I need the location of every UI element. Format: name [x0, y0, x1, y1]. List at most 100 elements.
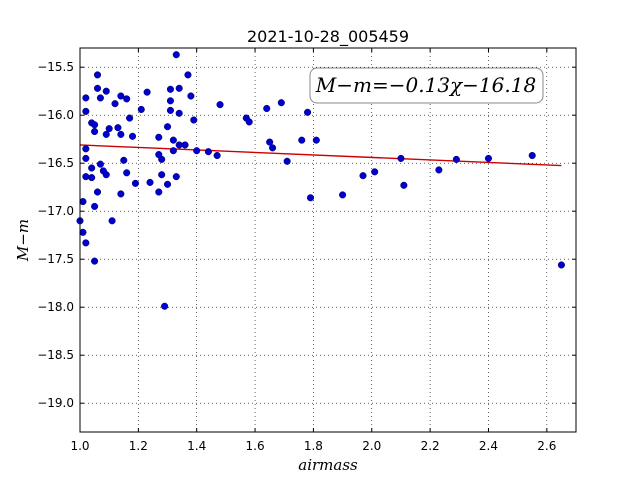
x-tick-label: 1.0 — [70, 439, 89, 453]
data-point — [312, 136, 320, 144]
data-point — [102, 130, 110, 138]
data-point — [304, 108, 312, 116]
data-point — [93, 71, 102, 79]
data-point — [88, 174, 96, 182]
x-tick-label: 1.2 — [129, 439, 148, 453]
data-point — [277, 99, 285, 107]
data-point — [146, 178, 154, 186]
data-point — [114, 124, 122, 132]
data-point — [82, 145, 90, 153]
data-point — [105, 125, 113, 133]
data-point — [557, 261, 565, 269]
data-point — [117, 92, 125, 100]
data-point — [484, 154, 493, 162]
data-point — [155, 133, 163, 141]
annotation-text: M−m=−0.13χ−16.18 — [315, 73, 536, 97]
data-point — [298, 136, 306, 144]
data-point — [82, 239, 90, 247]
data-point — [155, 188, 163, 196]
data-point — [166, 106, 174, 114]
data-point — [339, 191, 347, 199]
data-point — [91, 202, 99, 210]
data-point — [216, 101, 224, 109]
data-point — [163, 180, 172, 188]
x-tick-labels: 1.0 1.2 1.4 1.6 1.8 2.0 2.2 2.4 2.6 — [70, 439, 556, 453]
data-point — [82, 154, 90, 162]
data-point — [266, 138, 274, 146]
data-point — [102, 87, 110, 95]
x-tick-label: 2.2 — [421, 439, 440, 453]
data-point — [166, 85, 174, 93]
data-point — [245, 118, 253, 126]
data-point — [143, 88, 151, 96]
data-point — [187, 92, 195, 100]
data-point — [166, 97, 174, 105]
data-point — [193, 147, 201, 155]
x-tick-label: 2.4 — [479, 439, 498, 453]
data-point — [102, 171, 110, 179]
data-point — [190, 116, 198, 124]
x-tick-label: 1.6 — [246, 439, 265, 453]
data-point — [175, 109, 183, 117]
y-tick-label: −18.5 — [37, 348, 74, 362]
x-tick-label: 2.6 — [537, 439, 556, 453]
data-point — [93, 188, 102, 196]
data-point — [123, 169, 131, 177]
x-tick-label: 1.8 — [304, 439, 323, 453]
data-point — [172, 173, 180, 181]
data-point — [306, 194, 315, 202]
data-point — [269, 144, 277, 152]
data-point — [161, 302, 169, 310]
data-point — [397, 154, 405, 162]
data-point — [263, 104, 271, 113]
data-point — [82, 173, 90, 181]
data-point — [117, 130, 125, 138]
data-point — [128, 132, 137, 140]
y-tick-label: −18.0 — [37, 300, 74, 314]
x-axis-label: airmass — [298, 456, 358, 474]
y-tick-label: −16.0 — [37, 108, 74, 122]
data-point — [435, 166, 443, 174]
fit-line — [79, 144, 562, 167]
annotation-box — [309, 67, 544, 104]
y-tick-label: −17.5 — [37, 252, 74, 266]
data-point — [175, 84, 183, 92]
data-point — [123, 95, 131, 103]
data-point — [93, 84, 102, 92]
data-point — [359, 172, 367, 180]
data-point — [126, 114, 134, 122]
data-point — [117, 190, 125, 198]
data-point — [204, 148, 212, 156]
data-point — [400, 181, 408, 189]
data-point — [452, 155, 460, 163]
data-point — [169, 147, 177, 155]
data-point — [131, 179, 139, 187]
y-tick-label: −16.5 — [37, 156, 74, 170]
axis-ticks — [79, 48, 576, 432]
data-point — [79, 228, 87, 236]
data-point — [181, 141, 189, 149]
data-point — [158, 171, 166, 179]
plot-area — [80, 48, 576, 432]
data-point — [163, 123, 172, 131]
y-tick-labels: −15.5 −16.0 −16.5 −17.0 −17.5 −18.0 −18.5 −19.0 — [37, 60, 74, 410]
data-point — [91, 257, 99, 265]
data-point — [88, 164, 96, 172]
chart-title: 2021-10-28_005459 — [247, 27, 409, 47]
data-point — [111, 100, 119, 108]
grid — [79, 48, 576, 432]
data-point — [108, 217, 116, 225]
data-point — [184, 71, 192, 79]
data-point — [82, 94, 90, 102]
x-tick-label: 2.0 — [362, 439, 381, 453]
data-point — [120, 156, 128, 164]
data-point — [283, 157, 291, 165]
data-point — [96, 160, 104, 168]
data-point — [371, 168, 379, 176]
data-point — [91, 121, 99, 129]
fit-line-layer — [79, 144, 562, 167]
data-point — [96, 94, 104, 102]
data-point — [158, 155, 166, 163]
